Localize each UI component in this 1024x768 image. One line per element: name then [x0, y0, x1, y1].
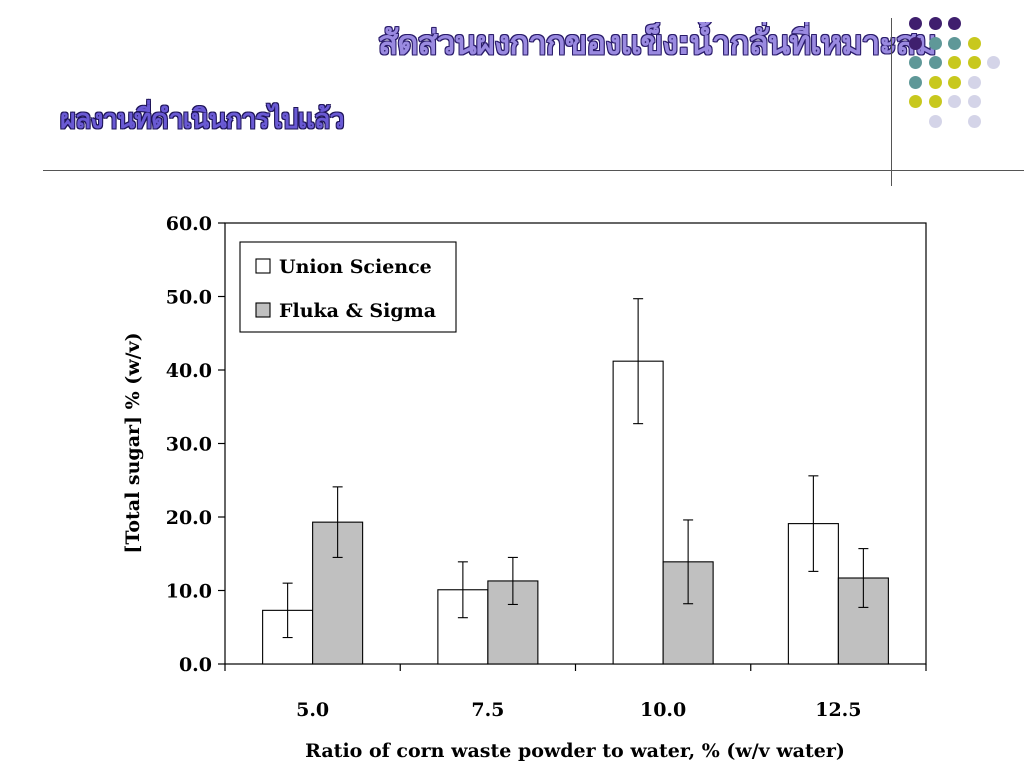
decor-dot [967, 56, 981, 69]
decor-dot [928, 114, 942, 128]
decor-dot [928, 36, 942, 50]
decor-dot [948, 56, 961, 69]
x-tick-label: 5.0 [296, 699, 329, 721]
y-tick-label: 0.0 [179, 654, 212, 676]
decor-dot [967, 95, 981, 108]
decor-dot [948, 75, 961, 89]
x-axis-title: Ratio of corn waste powder to water, % (… [305, 740, 845, 762]
y-tick-label: 50.0 [166, 287, 212, 309]
decor-dot [928, 56, 942, 69]
decor-dot [909, 17, 922, 30]
x-tick-label: 10.0 [640, 699, 686, 721]
legend-swatch [255, 302, 271, 318]
decor-dot [948, 95, 961, 108]
decor-dot [909, 95, 922, 108]
y-tick-label: 40.0 [166, 360, 212, 382]
x-tick-label: 12.5 [815, 699, 861, 721]
decor-dot [909, 36, 922, 50]
decor-dot [928, 95, 942, 108]
decor-dot [967, 36, 981, 50]
y-axis-title: [Total sugar] % (w/v) [122, 332, 144, 553]
decor-dot [987, 56, 1000, 69]
title-divider [43, 170, 1024, 171]
y-tick-label: 10.0 [166, 581, 212, 603]
y-tick-label: 30.0 [166, 434, 212, 456]
decor-dot [948, 17, 961, 30]
y-tick-label: 20.0 [166, 507, 212, 529]
decor-dot [948, 36, 961, 50]
slide-subtitle: ผลงานที่ดำเนินการไปแล้ว [60, 104, 345, 135]
legend-label: Fluka & Sigma [279, 300, 436, 322]
decor-dot [967, 114, 981, 128]
decor-dot [909, 56, 922, 69]
x-tick-label: 7.5 [471, 699, 504, 721]
decor-dot [928, 75, 942, 89]
decor-dot [967, 75, 981, 89]
legend-label: Union Science [279, 256, 432, 278]
y-tick-label: 60.0 [166, 213, 212, 235]
slide-title: สัดส่วนผงกากของแข็ง:น้ำกลั่นที่เหมาะสม [378, 23, 937, 62]
decorative-dot-grid [905, 14, 1015, 164]
legend-box [239, 241, 457, 333]
vertical-divider [891, 18, 892, 186]
legend-swatch [255, 258, 271, 274]
decor-dot [909, 75, 922, 89]
decor-dot [928, 17, 942, 30]
